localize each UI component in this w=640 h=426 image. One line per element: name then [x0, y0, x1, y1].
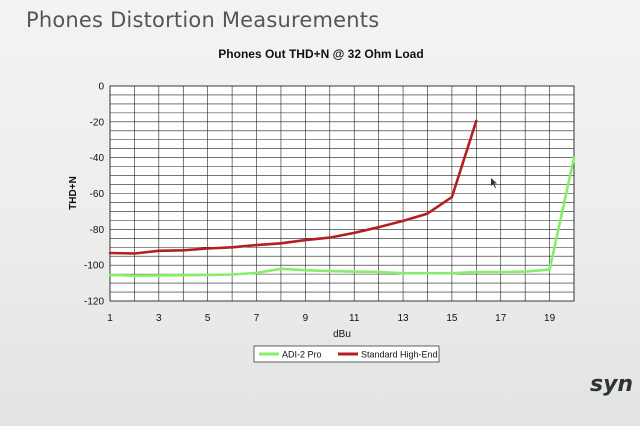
- y-tick-label: -120: [84, 297, 104, 308]
- x-tick-labels: 1 3 5 7 9 11 13 15 17 19: [107, 313, 555, 324]
- legend: ADI-2 Pro Standard High-End: [253, 345, 440, 363]
- x-tick-label: 5: [205, 313, 211, 324]
- x-tick-label: 11: [349, 313, 360, 324]
- y-axis-label: THD+N: [68, 176, 79, 210]
- y-tick-label: 0: [98, 82, 104, 93]
- chart-title: Phones Out THD+N @ 32 Ohm Load: [218, 47, 423, 61]
- brand-logo: syn: [590, 372, 634, 397]
- x-tick-label: 7: [254, 313, 260, 324]
- x-tick-label: 3: [156, 313, 162, 324]
- series-line-adi: [108, 156, 576, 277]
- x-tick-label: 15: [446, 313, 458, 324]
- x-tick-label: 9: [303, 313, 309, 324]
- y-tick-labels: 0 -20 -40 -60 -80 -100 -120: [84, 82, 104, 308]
- series-lines: [108, 119, 576, 277]
- legend-label-standard: Standard High-End: [361, 350, 438, 360]
- x-tick-label: 1: [107, 313, 113, 324]
- y-tick-label: -80: [90, 225, 105, 236]
- y-tick-label: -100: [84, 261, 104, 272]
- x-tick-label: 17: [495, 313, 507, 324]
- grid-lines: [109, 85, 575, 302]
- y-tick-label: -40: [90, 153, 105, 164]
- series-line-standard: [108, 119, 478, 255]
- y-tick-label: -20: [90, 117, 105, 128]
- x-tick-label: 19: [544, 313, 556, 324]
- y-tick-label: -60: [90, 189, 105, 200]
- legend-label-adi: ADI-2 Pro: [282, 350, 322, 360]
- mouse-cursor-icon: [491, 178, 497, 188]
- x-tick-label: 13: [397, 313, 409, 324]
- x-axis-label: dBu: [333, 329, 351, 340]
- slide-title: Phones Distortion Measurements: [26, 8, 380, 32]
